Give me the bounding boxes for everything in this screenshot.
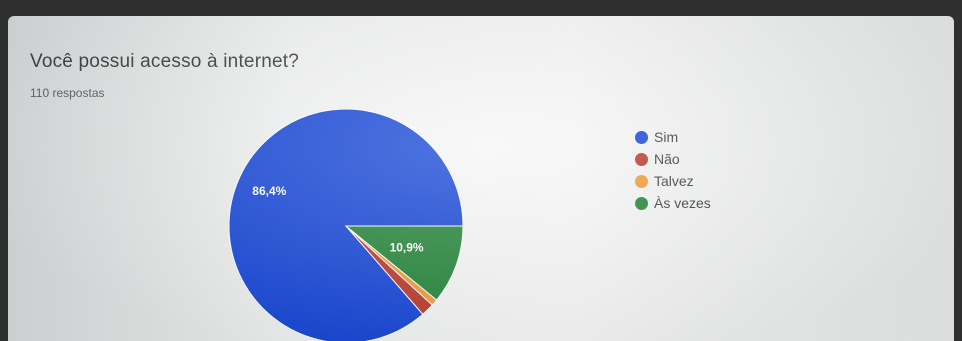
pie-slice-label: 10,9%	[390, 241, 424, 255]
legend-label: Não	[654, 151, 680, 167]
legend-label: Sim	[654, 129, 679, 145]
legend-label: Talvez	[654, 173, 694, 189]
pie-slice-label: 86,4%	[252, 184, 286, 198]
pie-chart: 86,4% 10,9%	[228, 108, 464, 341]
response-count: 110 respostas	[30, 86, 105, 100]
response-summary-card: Você possui acesso à internet? 110 respo…	[8, 16, 954, 341]
legend-dot-icon	[635, 130, 648, 144]
legend-item-sim[interactable]: Sim	[635, 127, 711, 147]
pie-slice-as-vezes[interactable]	[344, 225, 464, 301]
legend-item-as-vezes[interactable]: Às vezes	[635, 193, 711, 213]
legend-dot-icon	[635, 152, 648, 166]
legend-item-nao[interactable]: Não	[635, 149, 711, 169]
legend-item-talvez[interactable]: Talvez	[635, 171, 711, 191]
question-title: Você possui acesso à internet?	[30, 51, 300, 72]
legend-dot-icon	[635, 174, 648, 188]
legend-dot-icon	[635, 196, 648, 210]
chart-legend: Sim Não Talvez Às vezes	[635, 127, 711, 215]
pie-slice-sim[interactable]	[228, 108, 464, 341]
legend-label: Às vezes	[654, 195, 711, 211]
